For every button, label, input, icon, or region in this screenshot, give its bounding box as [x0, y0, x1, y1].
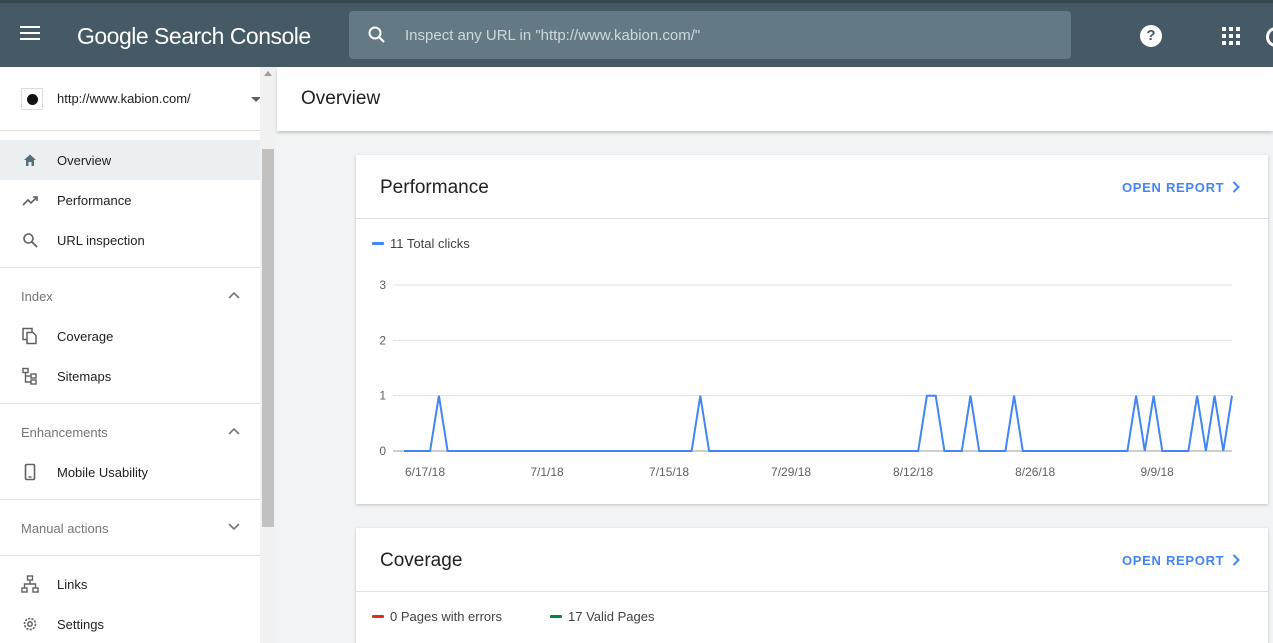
sidebar-item-label: Links	[57, 577, 88, 592]
app-title: Google Search Console	[77, 23, 311, 49]
performance-card: Performance OPEN REPORT 11 Total clicks …	[356, 155, 1268, 504]
card-title: Performance	[380, 177, 489, 198]
section-header-index[interactable]: Index	[0, 276, 260, 316]
x-tick-label: 8/26/18	[1015, 465, 1055, 479]
card-title: Coverage	[380, 550, 463, 571]
sidebar-item-coverage[interactable]: Coverage	[0, 316, 260, 356]
open-report-link[interactable]: OPEN REPORT	[1122, 553, 1241, 568]
sidebar-item-label: URL inspection	[57, 233, 145, 248]
sitemap-icon	[22, 367, 37, 385]
chevron-down-icon	[228, 523, 240, 531]
divider	[356, 218, 1268, 219]
chevron-up-icon	[228, 427, 240, 435]
trending-up-icon	[22, 196, 38, 206]
links-icon	[21, 575, 39, 593]
divider	[0, 403, 260, 404]
legend-pages-with-errors[interactable]: 0 Pages with errors	[372, 609, 502, 624]
chevron-right-icon	[1233, 554, 1241, 566]
x-tick-label: 8/12/18	[893, 465, 933, 479]
divider	[0, 555, 260, 556]
search-icon	[23, 233, 38, 248]
dropdown-arrow-icon[interactable]	[251, 97, 261, 102]
smartphone-icon	[24, 463, 36, 481]
clicks-series-line[interactable]	[404, 394, 1233, 452]
sidebar-item-label: Overview	[57, 153, 112, 168]
page-header: Overview	[277, 67, 1273, 131]
sidebar-item-label: Sitemaps	[57, 369, 112, 384]
sidebar-item-settings[interactable]: Settings	[0, 604, 260, 643]
open-report-label: OPEN REPORT	[1122, 553, 1225, 568]
sidebar-item-sitemaps[interactable]: Sitemaps	[0, 356, 260, 396]
x-tick-label: 6/17/18	[405, 465, 445, 479]
sidebar-item-performance[interactable]: Performance	[0, 180, 260, 220]
chevron-right-icon	[1233, 181, 1241, 193]
x-tick-label: 7/1/18	[530, 465, 564, 479]
url-inspect-search[interactable]	[349, 11, 1071, 59]
section-title: Manual actions	[21, 521, 109, 536]
y-tick-label: 1	[379, 389, 386, 403]
sidebar-item-label: Mobile Usability	[57, 465, 149, 480]
y-tick-label: 2	[379, 333, 386, 347]
account-avatar[interactable]	[1266, 27, 1273, 47]
help-icon[interactable]: ?	[1140, 25, 1162, 47]
x-tick-label: 7/29/18	[771, 465, 811, 479]
property-selector[interactable]: http://www.kabion.com/	[0, 67, 276, 131]
section-header-manual-actions[interactable]: Manual actions	[0, 508, 260, 548]
open-report-link[interactable]: OPEN REPORT	[1122, 180, 1241, 195]
sidebar-item-overview[interactable]: Overview	[0, 140, 260, 180]
section-title: Enhancements	[21, 425, 108, 440]
search-icon	[368, 26, 385, 43]
gear-icon	[23, 617, 37, 631]
legend-swatch	[372, 615, 384, 618]
legend-swatch	[372, 242, 384, 245]
section-header-enhancements[interactable]: Enhancements	[0, 412, 260, 452]
page-title: Overview	[301, 88, 381, 109]
sidebar-item-label: Coverage	[57, 329, 114, 344]
divider	[356, 591, 1268, 592]
performance-chart: 0 1 2 3 6/17/18 7/1/18 7/15/18 7/29/18 8/12/18 8/…	[379, 278, 1233, 479]
chart-legend-clicks[interactable]: 11 Total clicks	[372, 236, 470, 251]
sidebar-item-label: Performance	[57, 193, 132, 208]
apps-grid-icon[interactable]	[1222, 27, 1240, 45]
section-title: Index	[21, 289, 53, 304]
sidebar-item-url-inspection[interactable]: URL inspection	[0, 220, 260, 260]
hamburger-menu-icon[interactable]	[20, 26, 46, 46]
divider	[0, 267, 260, 268]
sidebar-item-links[interactable]: Links	[0, 564, 260, 604]
x-tick-label: 7/15/18	[649, 465, 689, 479]
property-favicon-icon	[21, 88, 43, 110]
legend-swatch	[550, 615, 562, 618]
url-inspect-input[interactable]	[405, 11, 1045, 59]
app-header: Google Search Console ?	[0, 0, 1273, 67]
file-copy-icon	[22, 327, 37, 345]
scrollbar-thumb[interactable]	[262, 149, 274, 527]
home-icon	[24, 154, 36, 166]
legend-label: 11 Total clicks	[390, 236, 470, 251]
legend-label: 0 Pages with errors	[390, 609, 502, 624]
divider	[0, 499, 260, 500]
coverage-card: Coverage OPEN REPORT 0 Pages with errors…	[356, 528, 1268, 643]
y-tick-label: 3	[379, 278, 386, 292]
sidebar: http://www.kabion.com/ Overview Performa…	[0, 67, 276, 643]
scroll-up-arrow-icon[interactable]	[264, 71, 272, 76]
y-tick-label: 0	[379, 444, 386, 458]
sidebar-item-label: Settings	[57, 617, 104, 632]
property-url: http://www.kabion.com/	[57, 91, 191, 106]
chevron-up-icon	[228, 291, 240, 299]
sidebar-scrollbar[interactable]	[260, 67, 276, 643]
sidebar-item-mobile-usability[interactable]: Mobile Usability	[0, 452, 260, 492]
legend-label: 17 Valid Pages	[568, 609, 655, 624]
x-tick-label: 9/9/18	[1140, 465, 1174, 479]
legend-valid-pages[interactable]: 17 Valid Pages	[550, 609, 655, 624]
open-report-label: OPEN REPORT	[1122, 180, 1225, 195]
